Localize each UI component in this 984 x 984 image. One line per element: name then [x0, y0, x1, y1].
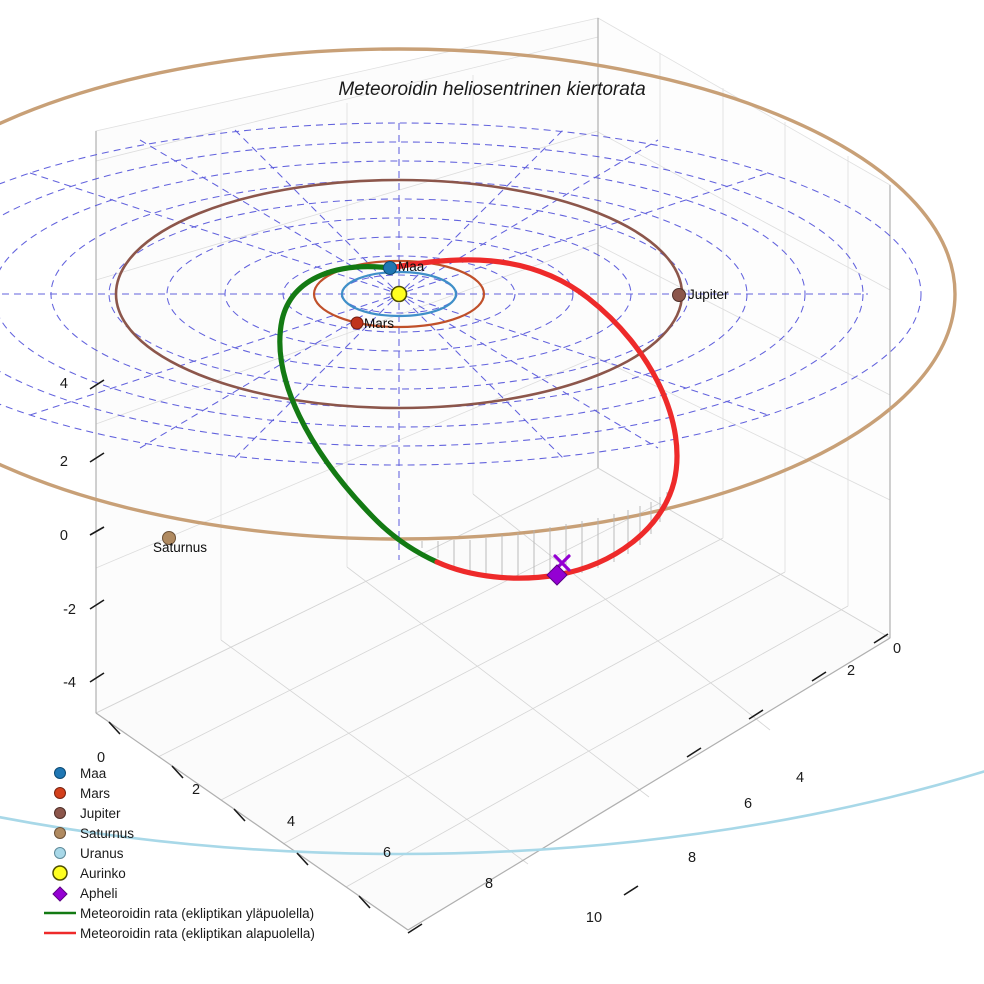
svg-text:8: 8 — [688, 850, 696, 866]
legend-item-orbit-below[interactable]: Meteoroidin rata (ekliptikan alapuolella… — [44, 926, 315, 941]
body-label-saturnus: Saturnus — [153, 540, 207, 555]
legend-marker-circle — [54, 807, 66, 819]
right-wall-gridlines — [597, 53, 891, 606]
legend-marker-circle — [54, 767, 66, 779]
legend-label: Maa — [80, 766, 107, 781]
y-axis-spine — [407, 637, 891, 931]
legend-item-saturnus[interactable]: Saturnus — [54, 826, 135, 841]
z-axis-tick-labels: 4 2 0 -2 -4 — [60, 376, 76, 691]
legend-marker-circle — [54, 787, 66, 799]
trajectory-below-ecliptic — [387, 257, 680, 581]
svg-text:10: 10 — [586, 910, 602, 926]
legend-label: Jupiter — [80, 806, 121, 821]
legend-marker-circle — [54, 827, 66, 839]
svg-text:0: 0 — [97, 750, 105, 766]
axis-spines — [95, 18, 891, 931]
svg-text:6: 6 — [383, 845, 391, 861]
svg-text:4: 4 — [796, 770, 804, 786]
svg-text:6: 6 — [744, 796, 752, 812]
legend-label: Apheli — [80, 886, 118, 901]
svg-text:2: 2 — [60, 454, 68, 470]
svg-text:-4: -4 — [63, 675, 76, 691]
meteoroid-trajectory — [277, 257, 680, 581]
aphelion-diamond-marker — [546, 564, 568, 586]
svg-text:4: 4 — [287, 814, 295, 830]
planet-marker-jupiter — [672, 288, 686, 302]
legend-item-uranus[interactable]: Uranus — [54, 846, 124, 861]
legend-label: Aurinko — [80, 866, 126, 881]
uranus-orbit-arc — [0, 770, 984, 856]
sun-marker — [390, 285, 408, 303]
planet-marker-mars — [350, 316, 364, 330]
legend-item-orbit-above[interactable]: Meteoroidin rata (ekliptikan yläpuolella… — [44, 906, 314, 921]
mars-orbit — [312, 259, 486, 329]
planet-marker-saturnus — [162, 531, 176, 545]
legend-item-apheli[interactable]: Apheli — [52, 886, 118, 902]
body-label-maa: Maa — [398, 259, 425, 274]
svg-text:0: 0 — [60, 528, 68, 544]
aphelion-marker-group — [546, 554, 571, 586]
maa-orbit — [340, 270, 458, 318]
svg-text:4: 4 — [60, 376, 68, 392]
legend-marker-circle — [54, 847, 66, 859]
y-axis-tick-labels: 0 2 4 6 8 — [688, 641, 901, 866]
svg-text:-2: -2 — [63, 602, 76, 618]
legend-label: Meteoroidin rata (ekliptikan alapuolella… — [80, 926, 315, 941]
legend-label: Saturnus — [80, 826, 134, 841]
svg-text:8: 8 — [485, 876, 493, 892]
legend: Maa Mars Jupiter Saturnus Uranus Aurinko — [44, 766, 315, 941]
x-axis-tick-labels: 0 2 4 6 8 10 — [97, 750, 602, 926]
body-label-jupiter: Jupiter — [688, 287, 729, 302]
legend-item-mars[interactable]: Mars — [54, 786, 111, 801]
x-axis-spine — [95, 712, 409, 931]
legend-item-jupiter[interactable]: Jupiter — [54, 806, 122, 821]
body-labels: Maa Mars Jupiter Saturnus — [153, 259, 729, 555]
legend-marker-diamond — [52, 886, 68, 902]
left-wall-gridlines — [95, 18, 599, 640]
page-title: Meteoroidin heliosentrinen kiertorata — [338, 79, 645, 100]
legend-item-aurinko[interactable]: Aurinko — [52, 865, 126, 881]
trajectory-above-ecliptic — [277, 264, 440, 565]
svg-text:0: 0 — [893, 641, 901, 657]
svg-text:2: 2 — [847, 663, 855, 679]
legend-marker-circle — [52, 865, 68, 881]
legend-item-maa[interactable]: Maa — [54, 766, 107, 781]
legend-label: Mars — [80, 786, 110, 801]
tick-marks — [89, 379, 889, 934]
body-label-mars: Mars — [364, 316, 394, 331]
svg-text:2: 2 — [192, 782, 200, 798]
legend-label: Uranus — [80, 846, 124, 861]
legend-label: Meteoroidin rata (ekliptikan yläpuolella… — [80, 906, 314, 921]
planet-markers — [162, 261, 686, 545]
planet-marker-maa — [383, 261, 397, 275]
